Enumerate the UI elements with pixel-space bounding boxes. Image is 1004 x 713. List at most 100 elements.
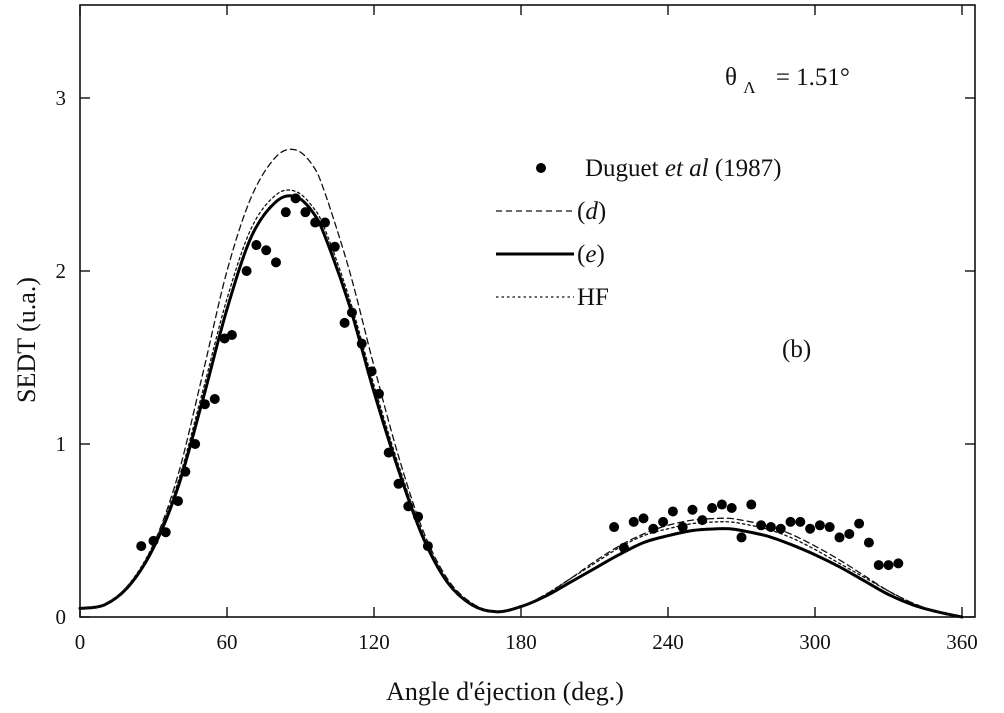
data-point (180, 466, 191, 477)
y-axis-label: SEDT (u.a.) (12, 277, 41, 403)
legend-label-part: d (585, 198, 598, 225)
legend-marker-dot (536, 163, 546, 173)
data-point (226, 330, 237, 341)
series-line-dotted (79, 189, 963, 618)
theta-value: = 1.51° (776, 64, 850, 91)
theta-subscript: Λ (743, 78, 756, 97)
x-axis-label: Angle d'éjection (deg.) (386, 677, 624, 706)
theta-symbol: θ (725, 64, 737, 91)
plot-area (79, 4, 976, 618)
data-point (339, 317, 350, 328)
legend: Duguet et al (1987)(d)(e)HF (496, 155, 782, 311)
legend-label-part: et al (665, 155, 709, 182)
y-tick-label: 3 (56, 86, 67, 110)
series-line-dashed (79, 148, 963, 618)
data-point (648, 523, 659, 534)
legend-label-part: HF (577, 284, 609, 311)
data-point (199, 399, 210, 410)
data-point (413, 511, 424, 522)
legend-label-part: ( (577, 241, 585, 268)
data-point (726, 503, 737, 514)
data-point (356, 338, 367, 349)
y-axis: 0 1 2 3 (56, 86, 975, 629)
plot-frame (79, 4, 976, 618)
data-point (795, 516, 806, 527)
data-point (697, 515, 708, 526)
legend-label: Duguet et al (1987) (585, 155, 782, 182)
y-tick-label: 1 (56, 432, 67, 456)
data-point (873, 560, 884, 571)
x-tick-label: 180 (505, 630, 537, 654)
panel-label: (b) (782, 336, 811, 363)
x-tick-label: 360 (946, 630, 978, 654)
data-point (805, 523, 816, 534)
data-point (893, 558, 904, 569)
data-point (687, 504, 698, 515)
data-point (403, 501, 414, 512)
legend-label-part: ) (598, 198, 606, 225)
data-point (854, 518, 865, 529)
data-point (883, 560, 894, 571)
data-point (366, 366, 377, 377)
data-point (618, 542, 629, 553)
legend-label-part: (1987) (709, 155, 782, 182)
series-line-solid (78, 194, 964, 619)
data-point (677, 522, 688, 533)
x-tick-label: 300 (799, 630, 831, 654)
data-point (190, 439, 201, 449)
legend-label-part: e (585, 241, 596, 268)
x-tick-label: 120 (358, 630, 390, 654)
legend-label: (d) (577, 198, 606, 225)
x-tick-label: 240 (652, 630, 684, 654)
data-point (707, 503, 718, 514)
data-point (136, 541, 147, 552)
data-point (160, 527, 171, 538)
theta-annotation: θ Λ = 1.51° (725, 64, 850, 99)
data-point (834, 532, 845, 543)
y-tick-label: 2 (56, 259, 67, 283)
legend-label-part: ( (577, 198, 585, 225)
data-point (824, 522, 835, 533)
legend-label: HF (577, 284, 609, 311)
series-curves (78, 148, 964, 619)
data-point (209, 394, 220, 405)
data-point (628, 516, 639, 527)
data-point (844, 528, 855, 539)
x-tick-label: 60 (217, 630, 238, 654)
data-point (261, 245, 272, 256)
data-point (756, 520, 767, 531)
data-point (346, 307, 357, 318)
data-point (310, 217, 321, 228)
data-point (393, 478, 404, 489)
data-point (271, 257, 281, 268)
data-point (300, 207, 311, 218)
data-point (863, 537, 874, 548)
data-point (422, 541, 433, 552)
data-point (765, 522, 776, 533)
data-point (775, 523, 786, 534)
data-point (251, 240, 262, 251)
x-axis: 0 60 120 180 240 300 360 (75, 5, 978, 654)
data-point (638, 513, 649, 524)
data-point (716, 499, 727, 510)
data-point (148, 535, 159, 546)
legend-label-part: ) (596, 241, 604, 268)
legend-label: (e) (577, 241, 605, 268)
data-point (746, 499, 757, 510)
data-point (241, 266, 252, 276)
x-tick-label: 0 (75, 630, 86, 654)
series-points (136, 193, 904, 571)
data-point (667, 506, 678, 517)
data-point (785, 516, 796, 527)
data-point (329, 241, 340, 252)
data-point (290, 193, 301, 204)
data-point (736, 532, 747, 543)
legend-label-part: Duguet (585, 155, 665, 182)
data-point (658, 516, 669, 527)
y-tick-label: 0 (56, 605, 67, 629)
data-point (173, 496, 183, 507)
data-point (383, 447, 394, 458)
data-point (373, 388, 384, 399)
data-point (320, 217, 330, 228)
